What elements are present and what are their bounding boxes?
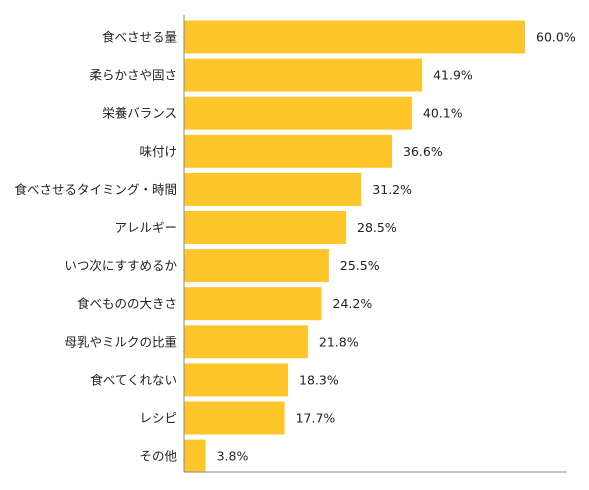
value-label: 60.0%	[536, 30, 576, 45]
value-label: 18.3%	[299, 372, 339, 387]
value-label: 31.2%	[372, 182, 412, 197]
bar-0	[184, 20, 525, 54]
category-label: 食べてくれない	[90, 372, 177, 387]
category-label: 母乳やミルクの比重	[64, 334, 177, 349]
category-label: 食べさせるタイミング・時間	[14, 182, 177, 197]
value-label: 36.6%	[403, 144, 443, 159]
bar-5	[184, 211, 346, 244]
bar-9	[184, 363, 288, 397]
category-label: いつ次にすすめるか	[64, 258, 177, 273]
category-label: 味付け	[139, 144, 177, 159]
bar-6	[184, 249, 329, 283]
category-label: その他	[139, 449, 177, 464]
value-labels-group: 60.0% 41.9% 40.1% 36.6% 31.2% 28.5% 25.5% 24.2%…	[217, 30, 576, 464]
category-label: アレルギー	[114, 220, 177, 235]
bar-1	[184, 58, 423, 92]
value-label: 28.5%	[357, 220, 397, 235]
bars-group	[184, 20, 525, 473]
bar-7	[184, 287, 322, 321]
value-label: 41.9%	[433, 68, 473, 83]
bar-8	[184, 325, 308, 359]
category-label: レシピ	[139, 411, 177, 426]
bar-3	[184, 134, 392, 168]
category-labels-group: 食べさせる量柔らかさや固さ栄養バランス味付け食べさせるタイミング・時間アレルギー…	[14, 30, 177, 464]
bar-4	[184, 172, 362, 206]
category-label: 栄養バランス	[102, 106, 177, 121]
bar-10	[184, 401, 285, 435]
category-label: 食べさせる量	[102, 30, 177, 45]
value-label: 24.2%	[333, 296, 373, 311]
bar-2	[184, 96, 412, 130]
value-label: 17.7%	[296, 411, 336, 426]
category-label: 柔らかさや固さ	[89, 68, 177, 83]
value-label: 21.8%	[319, 334, 359, 349]
value-label: 25.5%	[340, 258, 380, 273]
bar-11	[184, 439, 206, 473]
value-label: 40.1%	[423, 106, 463, 121]
value-label: 3.8%	[217, 449, 249, 464]
category-label: 食べものの大きさ	[77, 296, 177, 311]
